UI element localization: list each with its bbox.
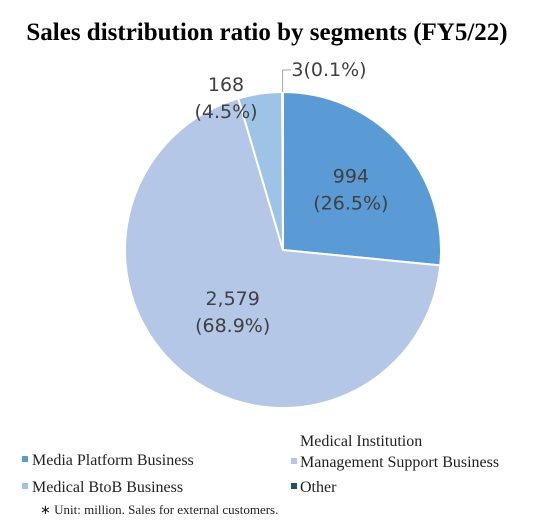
legend-label-media-platform: Media Platform Business [32,452,194,469]
legend-swatch-medical-institution [291,458,297,464]
data-label-percent-media-platform: (26.5%) [313,192,388,214]
data-labels: 994 (26.5%) 2,579 (68.9%) 168 (4.5%) 3(0.1%) [194,59,388,337]
data-label-percent-medical-btob: (4.5%) [194,101,257,123]
unit-note: ∗ Unit: million. Sales for external cust… [40,502,278,517]
leader-line-other [282,69,291,93]
data-label-value-medical-institution: 2,579 [205,288,259,310]
pie-slices [124,90,442,409]
data-label-value-medical-btob: 168 [208,74,244,96]
legend-label-medical-institution-line1: Medical Institution [300,433,422,450]
chart-title: Sales distribution ratio by segments (FY… [26,19,507,46]
legend-swatch-medical-btob [22,483,28,489]
pie-slice-media-platform [282,90,442,267]
data-label-other: 3(0.1%) [291,59,366,81]
pie-slice-other [281,90,284,251]
legend-label-other: Other [300,479,337,496]
data-label-percent-medical-institution: (68.9%) [195,315,270,337]
legend-swatch-media-platform [22,456,28,462]
legend-label-medical-btob: Medical BtoB Business [32,479,183,496]
pie-slice-medical-institution [124,97,442,409]
leader-lines [282,69,291,93]
data-label-value-media-platform: 994 [333,165,369,187]
legend-swatch-other [291,483,297,489]
legend-label-medical-institution-line2: Management Support Business [300,454,499,471]
legend: Media Platform Business Medical Institut… [22,433,499,496]
